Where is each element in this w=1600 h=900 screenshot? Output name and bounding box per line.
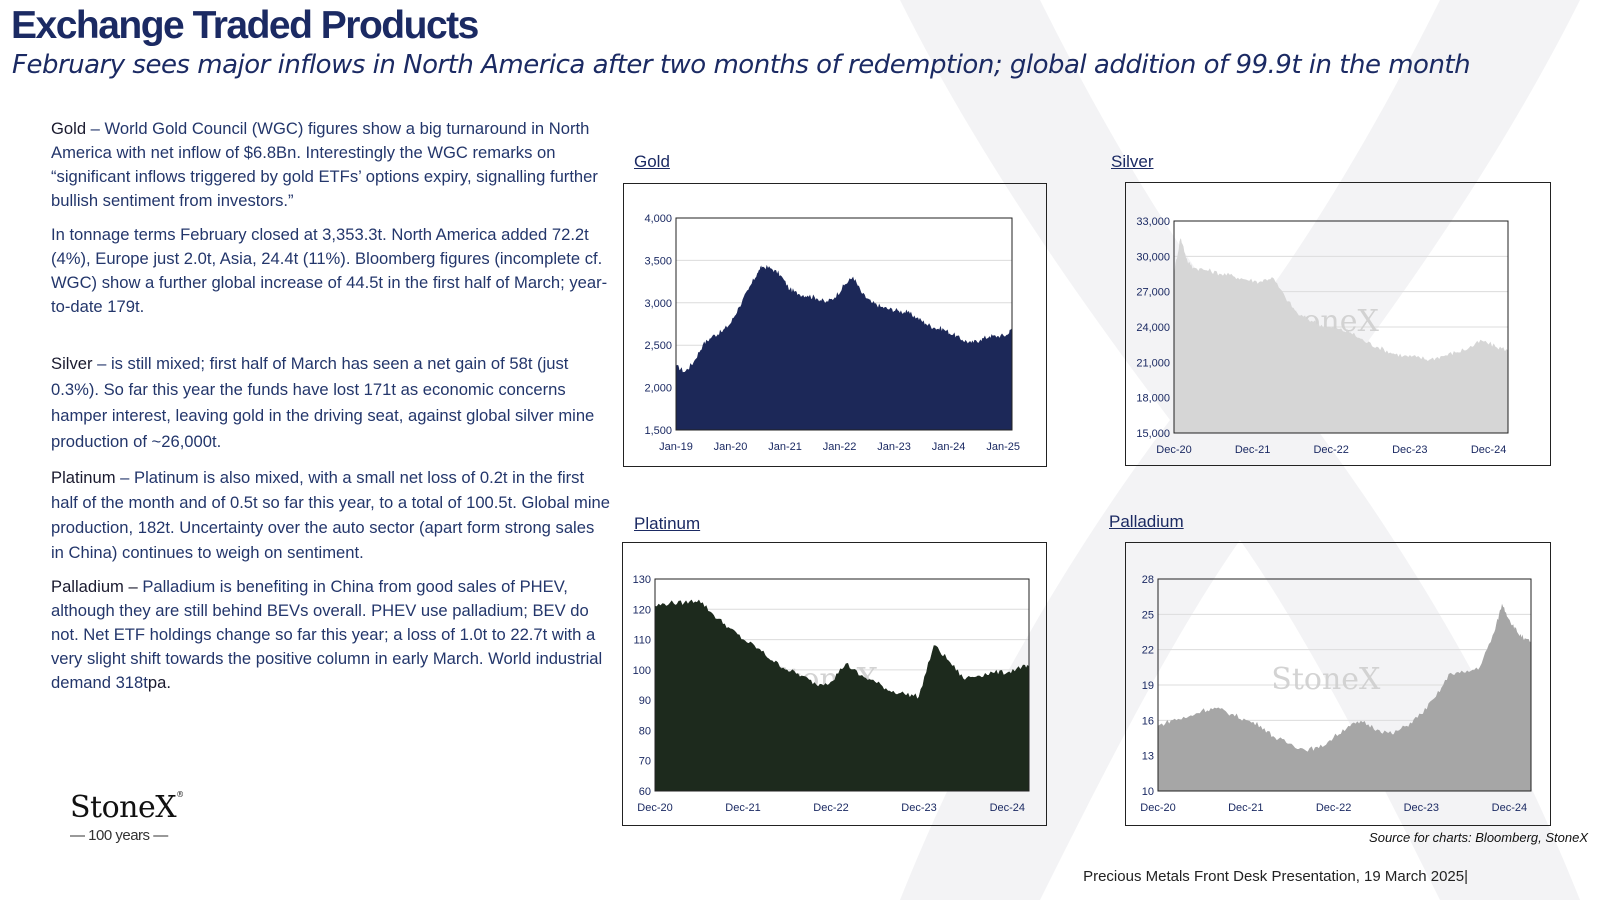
silver-ytick-label: 18,000 — [1136, 393, 1170, 405]
silver-ytick-label: 33,000 — [1136, 216, 1170, 228]
palladium-xtick-label: Dec-20 — [1140, 802, 1175, 814]
logo-wordmark: StoneX® — [70, 790, 184, 825]
gold-xtick-label: Jan-24 — [932, 441, 966, 453]
platinum-ytick-label: 110 — [633, 635, 651, 647]
palladium-ytick-label: 28 — [1142, 574, 1154, 586]
platinum-text: Platinum is also mixed, with a small net… — [51, 468, 610, 562]
silver-xtick-label: Dec-24 — [1471, 444, 1506, 456]
silver-ytick-label: 27,000 — [1136, 287, 1170, 299]
commentary-column: Gold – World Gold Council (WGC) figures … — [51, 117, 611, 705]
palladium-chart-title: Palladium — [1109, 512, 1184, 531]
gold-ytick-label: 3,500 — [644, 255, 672, 267]
palladium-ytick-label: 25 — [1142, 609, 1154, 621]
logo-years: — 100 years — — [70, 827, 168, 844]
platinum-ytick-label: 80 — [639, 725, 651, 737]
platinum-chart: 60 70 80 90 100 110 120 130 StoneX Dec-20 Dec-21 De… — [622, 542, 1047, 826]
palladium-ytick-label: 16 — [1142, 715, 1154, 727]
gold-ytick-label: 2,500 — [644, 340, 672, 352]
platinum-sep: – — [115, 468, 135, 487]
silver-text: is still mixed; first half of March has … — [51, 354, 595, 451]
platinum-ytick-label: 70 — [639, 756, 651, 768]
platinum-ytick-label: 60 — [639, 786, 651, 798]
gold-xtick-label: Jan-21 — [768, 441, 802, 453]
silver-ytick-label: 21,000 — [1136, 357, 1170, 369]
gold-paragraph: Gold – World Gold Council (WGC) figures … — [51, 117, 611, 213]
palladium-ytick-label: 13 — [1142, 751, 1154, 763]
gold-plot-frame — [675, 217, 1013, 431]
silver-xtick-label: Dec-23 — [1392, 444, 1427, 456]
gold-chart-title: Gold — [634, 152, 670, 171]
silver-paragraph: Silver – is still mixed; first half of M… — [51, 351, 611, 455]
silver-label: Silver — [51, 354, 93, 373]
palladium-ytick-label: 22 — [1142, 645, 1154, 657]
palladium-chart-svg: 10 13 16 19 22 25 28 StoneX Dec-20 Dec-21 Dec-22 De… — [1140, 574, 1532, 814]
gold-xtick-label: Jan-22 — [823, 441, 857, 453]
stonex-logo: StoneX® — 100 years — — [70, 790, 200, 844]
silver-chart-svg: 15,000 18,000 21,000 24,000 27,000 30,000 33,0… — [1136, 216, 1509, 456]
platinum-xtick-label: Dec-22 — [813, 802, 848, 814]
palladium-ytick-label: 10 — [1142, 786, 1154, 798]
palladium-chart: 10 13 16 19 22 25 28 StoneX Dec-20 Dec-21 Dec-22 De… — [1125, 542, 1551, 826]
gold-text: World Gold Council (WGC) figures show a … — [51, 119, 598, 210]
page-title: Exchange Traded Products — [11, 4, 479, 47]
silver-plot-frame — [1173, 220, 1509, 434]
gold-chart-svg: 1,500 2,000 2,500 3,000 3,500 4,000 Jan-19 Jan-… — [644, 213, 1020, 453]
platinum-xtick-label: Dec-23 — [901, 802, 936, 814]
background-x-watermark — [900, 0, 1580, 900]
gold-ytick-label: 1,500 — [644, 425, 672, 437]
gold-ytick-label: 3,000 — [644, 298, 672, 310]
silver-ytick-label: 30,000 — [1136, 251, 1170, 263]
platinum-area-series — [654, 599, 1030, 792]
platinum-ytick-label: 130 — [633, 574, 651, 586]
gold-xtick-label: Jan-25 — [986, 441, 1020, 453]
silver-xtick-label: Dec-20 — [1156, 444, 1191, 456]
gold-sep: – — [86, 119, 105, 138]
platinum-paragraph: Platinum – Platinum is also mixed, with … — [51, 465, 611, 565]
silver-ytick-label: 15,000 — [1136, 428, 1170, 440]
silver-xtick-label: Dec-21 — [1235, 444, 1270, 456]
gold-tonnage-paragraph: In tonnage terms February closed at 3,35… — [51, 225, 608, 316]
platinum-label: Platinum — [51, 468, 116, 487]
palladium-watermark: StoneX — [1271, 662, 1381, 697]
gold-xtick-label: Jan-23 — [877, 441, 911, 453]
platinum-plot-frame — [654, 578, 1030, 792]
platinum-ytick-label: 90 — [639, 695, 651, 707]
gold-ytick-label: 4,000 — [644, 213, 672, 225]
palladium-paragraph: Palladium – Palladium is benefiting in C… — [51, 575, 611, 695]
gold-chart: 1,500 2,000 2,500 3,000 3,500 4,000 Jan-19 Jan-… — [623, 183, 1047, 467]
palladium-xtick-label: Dec-22 — [1316, 802, 1351, 814]
silver-ytick-label: 24,000 — [1136, 322, 1170, 334]
palladium-xtick-label: Dec-23 — [1404, 802, 1439, 814]
platinum-chart-title: Platinum — [634, 514, 701, 533]
palladium-ytick-label: 19 — [1142, 680, 1154, 692]
palladium-plot-frame — [1157, 578, 1532, 792]
silver-area-series — [1173, 238, 1509, 434]
palladium-xtick-label: Dec-24 — [1492, 802, 1527, 814]
platinum-xtick-label: Dec-24 — [990, 802, 1025, 814]
palladium-text: Palladium is benefiting in China from go… — [51, 577, 603, 692]
chart-source-note: Source for charts: Bloomberg, StoneX — [1369, 830, 1588, 845]
platinum-xtick-label: Dec-21 — [725, 802, 760, 814]
silver-sep: – — [92, 354, 111, 373]
platinum-xtick-label: Dec-20 — [637, 802, 672, 814]
gold-xtick-label: Jan-20 — [714, 441, 748, 453]
silver-chart-title: Silver — [1111, 152, 1154, 171]
silver-xtick-label: Dec-22 — [1313, 444, 1348, 456]
palladium-area-series — [1157, 603, 1532, 792]
platinum-ytick-label: 120 — [633, 604, 651, 616]
gold-area-series — [675, 264, 1013, 431]
palladium-label: Palladium – — [51, 577, 138, 596]
palladium-tail: pa. — [147, 673, 171, 692]
presentation-footer: Precious Metals Front Desk Presentation,… — [1083, 868, 1468, 885]
gold-ytick-label: 2,000 — [644, 383, 672, 395]
gold-label: Gold — [51, 119, 87, 138]
page-subtitle: February sees major inflows in North Ame… — [12, 50, 1471, 80]
silver-chart: 15,000 18,000 21,000 24,000 27,000 30,000 33,0… — [1125, 182, 1551, 466]
gold-xtick-label: Jan-19 — [659, 441, 693, 453]
palladium-xtick-label: Dec-21 — [1228, 802, 1263, 814]
platinum-ytick-label: 100 — [633, 665, 651, 677]
